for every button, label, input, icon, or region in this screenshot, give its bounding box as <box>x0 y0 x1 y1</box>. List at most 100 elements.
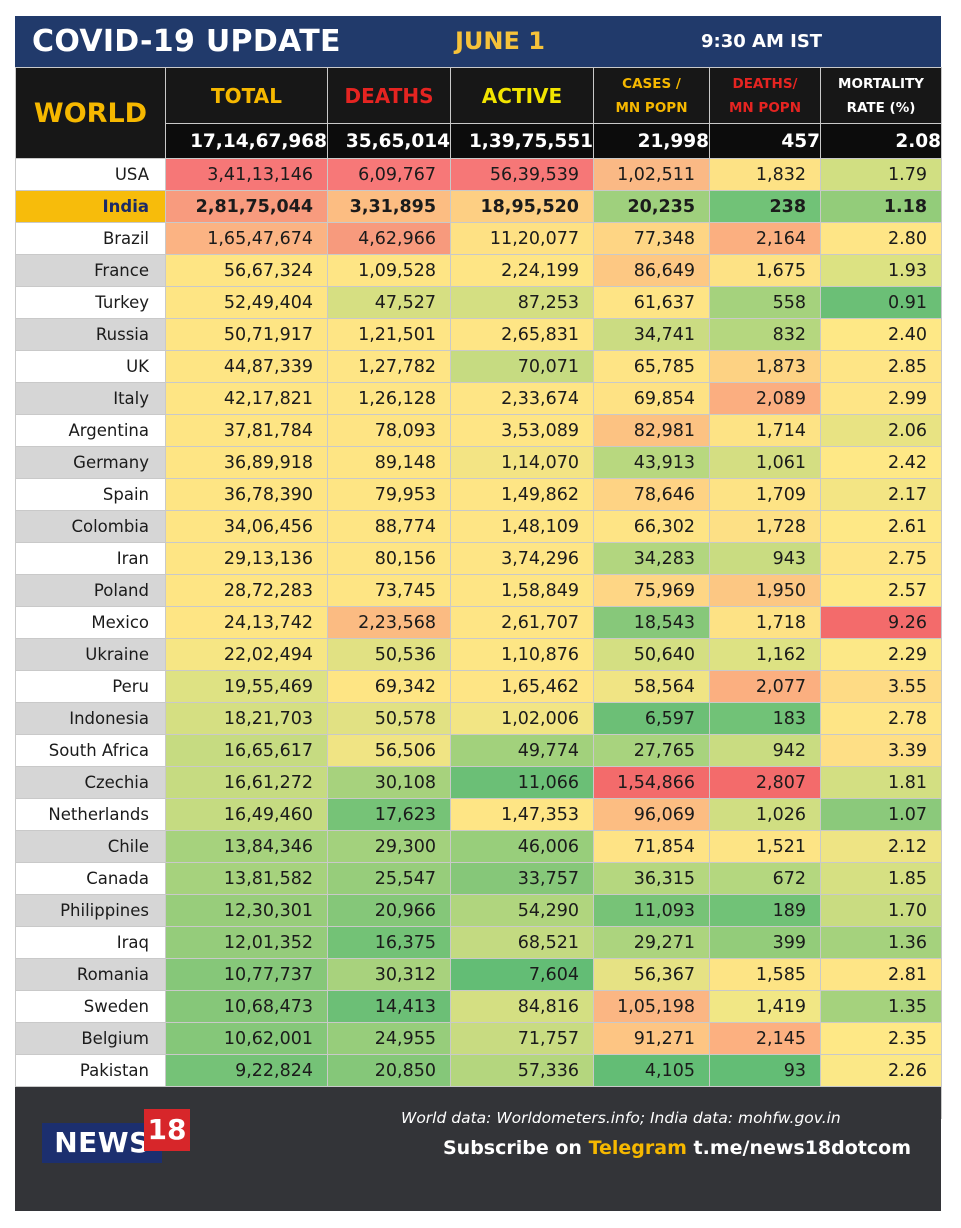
cell-cpm: 61,637 <box>593 286 710 319</box>
country-name: Indonesia <box>15 702 166 735</box>
country-name: Canada <box>15 862 166 895</box>
cell-deaths: 88,774 <box>327 510 451 543</box>
cell-dpm: 1,718 <box>709 606 821 639</box>
table-row: Sweden 10,68,473 14,413 84,816 1,05,198 1,419… <box>15 990 942 1023</box>
table-row: India 2,81,75,044 3,31,895 18,95,520 20,235 2… <box>15 190 942 223</box>
cell-active: 68,521 <box>450 926 594 959</box>
cell-active: 1,58,849 <box>450 574 594 607</box>
world-total-cpm: 21,998 <box>593 123 710 159</box>
cell-mort: 1.81 <box>820 766 942 799</box>
table-row: UK 44,87,339 1,27,782 70,071 65,785 1,873 2.85 <box>15 350 942 383</box>
country-name: Turkey <box>15 286 166 319</box>
cell-dpm: 2,077 <box>709 670 821 703</box>
table-row: Peru 19,55,469 69,342 1,65,462 58,564 2,077 3.… <box>15 670 942 703</box>
cell-mort: 2.26 <box>820 1054 942 1087</box>
cell-total: 10,68,473 <box>165 990 328 1023</box>
cell-deaths: 80,156 <box>327 542 451 575</box>
cell-cpm: 75,969 <box>593 574 710 607</box>
cell-cpm: 27,765 <box>593 734 710 767</box>
cell-mort: 3.39 <box>820 734 942 767</box>
cell-active: 54,290 <box>450 894 594 927</box>
cell-active: 1,02,006 <box>450 702 594 735</box>
cell-mort: 3.55 <box>820 670 942 703</box>
country-name: Peru <box>15 670 166 703</box>
cell-cpm: 96,069 <box>593 798 710 831</box>
cell-dpm: 2,089 <box>709 382 821 415</box>
table-row: Spain 36,78,390 79,953 1,49,862 78,646 1,709 2… <box>15 478 942 511</box>
cell-cpm: 58,564 <box>593 670 710 703</box>
cell-dpm: 1,026 <box>709 798 821 831</box>
column-header-active: ACTIVE <box>450 67 594 124</box>
table-row: Canada 13,81,582 25,547 33,757 36,315 672 1.85 <box>15 862 942 895</box>
cell-mort: 1.36 <box>820 926 942 959</box>
cell-active: 3,53,089 <box>450 414 594 447</box>
cell-total: 19,55,469 <box>165 670 328 703</box>
world-label: WORLD <box>15 67 166 159</box>
cell-cpm: 36,315 <box>593 862 710 895</box>
cell-mort: 2.29 <box>820 638 942 671</box>
country-name: Iran <box>15 542 166 575</box>
table-row: Indonesia 18,21,703 50,578 1,02,006 6,597 183… <box>15 702 942 735</box>
cell-active: 1,10,876 <box>450 638 594 671</box>
cell-cpm: 34,741 <box>593 318 710 351</box>
cell-dpm: 832 <box>709 318 821 351</box>
country-name: India <box>15 190 166 223</box>
cell-dpm: 1,521 <box>709 830 821 863</box>
column-header-mort: MORTALITY RATE (%) <box>820 67 942 124</box>
cell-deaths: 78,093 <box>327 414 451 447</box>
cell-total: 18,21,703 <box>165 702 328 735</box>
cell-active: 18,95,520 <box>450 190 594 223</box>
cell-total: 9,22,824 <box>165 1054 328 1087</box>
cell-total: 37,81,784 <box>165 414 328 447</box>
cell-cpm: 11,093 <box>593 894 710 927</box>
country-name: Argentina <box>15 414 166 447</box>
country-name: Poland <box>15 574 166 607</box>
logo-number: 18 <box>144 1109 190 1151</box>
country-name: Colombia <box>15 510 166 543</box>
cell-mort: 2.57 <box>820 574 942 607</box>
country-name: Germany <box>15 446 166 479</box>
table-row: Poland 28,72,283 73,745 1,58,849 75,969 1,950… <box>15 574 942 607</box>
country-name: Pakistan <box>15 1054 166 1087</box>
country-name: France <box>15 254 166 287</box>
cell-deaths: 16,375 <box>327 926 451 959</box>
country-name: Iraq <box>15 926 166 959</box>
cell-mort: 0.91 <box>820 286 942 319</box>
cell-deaths: 73,745 <box>327 574 451 607</box>
cell-cpm: 78,646 <box>593 478 710 511</box>
cell-total: 24,13,742 <box>165 606 328 639</box>
cell-deaths: 1,27,782 <box>327 350 451 383</box>
cell-deaths: 1,21,501 <box>327 318 451 351</box>
cell-cpm: 91,271 <box>593 1022 710 1055</box>
telegram-link[interactable]: t.me/news18dotcom <box>693 1137 912 1159</box>
world-total-dpm: 457 <box>709 123 821 159</box>
cell-dpm: 189 <box>709 894 821 927</box>
cell-cpm: 86,649 <box>593 254 710 287</box>
cell-total: 36,78,390 <box>165 478 328 511</box>
cell-mort: 2.17 <box>820 478 942 511</box>
cell-dpm: 1,950 <box>709 574 821 607</box>
cell-deaths: 56,506 <box>327 734 451 767</box>
cell-mort: 2.99 <box>820 382 942 415</box>
cell-deaths: 69,342 <box>327 670 451 703</box>
cell-deaths: 30,108 <box>327 766 451 799</box>
page-title: COVID-19 UPDATE <box>32 24 341 59</box>
cell-cpm: 66,302 <box>593 510 710 543</box>
cell-dpm: 2,164 <box>709 222 821 255</box>
cell-total: 2,81,75,044 <box>165 190 328 223</box>
cell-mort: 2.80 <box>820 222 942 255</box>
cell-mort: 2.78 <box>820 702 942 735</box>
cell-cpm: 4,105 <box>593 1054 710 1087</box>
cell-active: 3,74,296 <box>450 542 594 575</box>
cell-total: 13,84,346 <box>165 830 328 863</box>
cell-total: 16,61,272 <box>165 766 328 799</box>
cell-deaths: 30,312 <box>327 958 451 991</box>
column-header-line1: CASES / <box>622 75 681 92</box>
cell-active: 71,757 <box>450 1022 594 1055</box>
cell-active: 2,33,674 <box>450 382 594 415</box>
cell-mort: 1.18 <box>820 190 942 223</box>
table-row: Germany 36,89,918 89,148 1,14,070 43,913 1,06… <box>15 446 942 479</box>
cell-dpm: 1,419 <box>709 990 821 1023</box>
cell-total: 52,49,404 <box>165 286 328 319</box>
cell-total: 56,67,324 <box>165 254 328 287</box>
